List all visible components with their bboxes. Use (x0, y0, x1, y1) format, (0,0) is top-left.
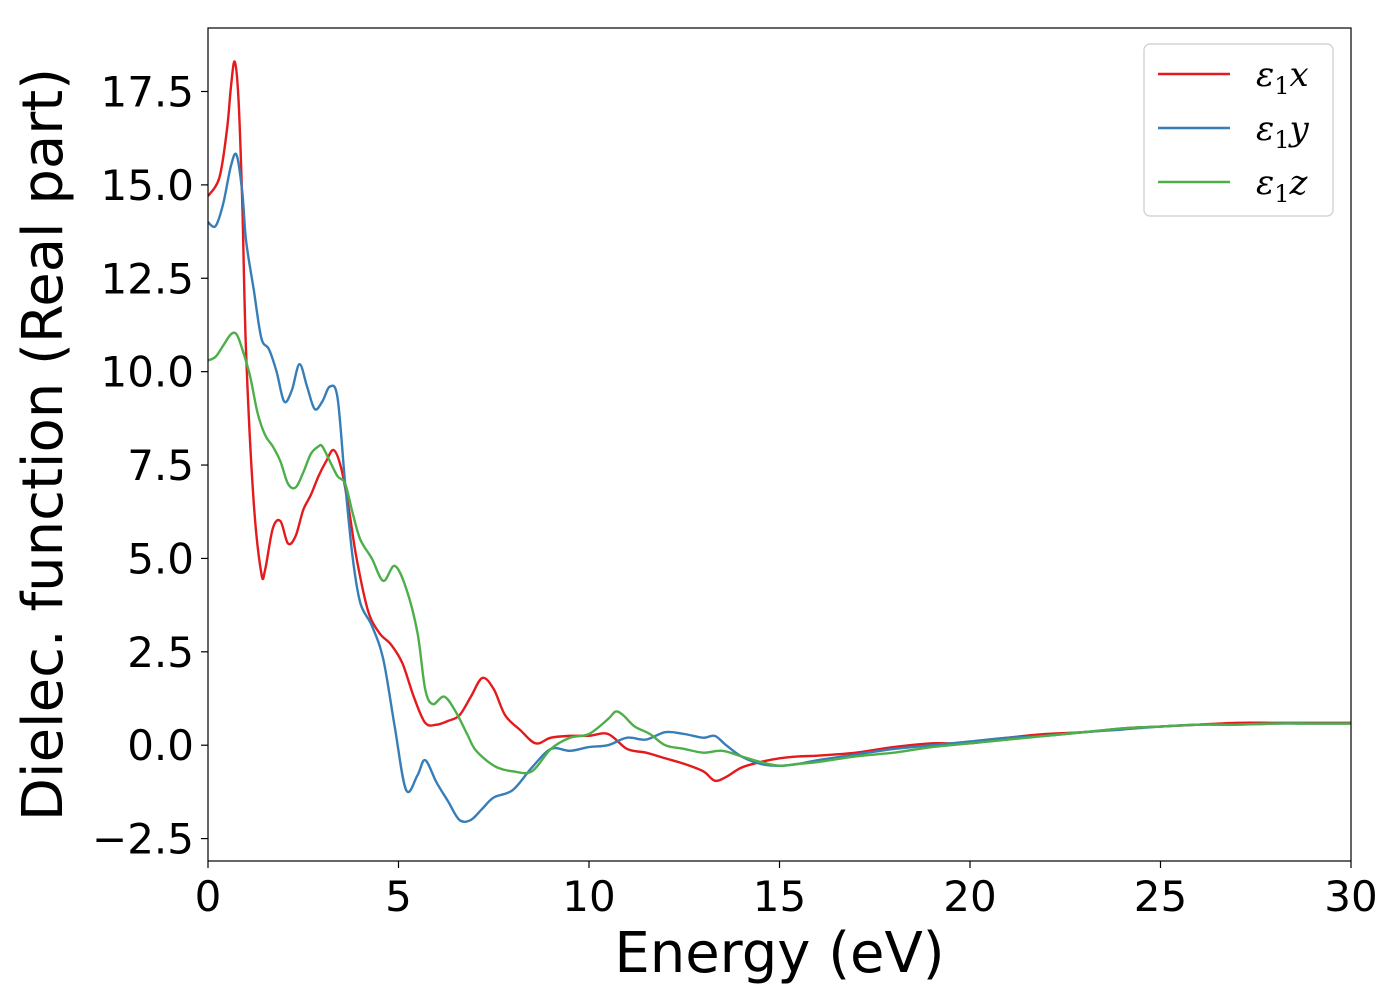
series-line-z (208, 331, 1351, 775)
y-tick-label: 15.0 (100, 161, 194, 210)
x-tick-label: 0 (195, 872, 222, 921)
legend-box (1143, 43, 1334, 217)
y-tick-label: 7.5 (127, 441, 194, 490)
y-tick-label: 0.0 (127, 721, 194, 770)
y-tick-label: 5.0 (127, 534, 194, 583)
y-tick-label: −2.5 (92, 815, 194, 864)
x-tick-label: 25 (1134, 872, 1187, 921)
legend: ε1x ε1y ε1z (1143, 43, 1334, 217)
y-tick-label: 10.0 (100, 348, 194, 397)
series-line-x (208, 60, 1351, 783)
y-axis-label: Dielec. function (Real part) (11, 68, 76, 821)
curves-layer (208, 60, 1351, 823)
x-tick-label: 15 (753, 872, 806, 921)
x-axis-label: Energy (eV) (614, 921, 944, 986)
x-tick-label: 10 (562, 872, 615, 921)
legend-label-x: ε1x (1256, 55, 1309, 100)
x-tick-label: 30 (1324, 872, 1377, 921)
x-tick-label: 20 (943, 872, 996, 921)
y-tick-label: 17.5 (100, 68, 194, 117)
legend-label-z: ε1z (1256, 163, 1309, 208)
x-tick-label: 5 (385, 872, 412, 921)
y-axis: −2.5 0.0 2.5 5.0 7.5 10.0 12.5 15.0 17.5 (92, 68, 208, 864)
y-tick-label: 2.5 (127, 628, 194, 677)
legend-label-y: ε1y (1256, 109, 1310, 154)
y-tick-label: 12.5 (100, 254, 194, 303)
x-axis: 0 5 10 15 20 25 30 (195, 861, 1378, 921)
series-line-y (208, 152, 1351, 823)
